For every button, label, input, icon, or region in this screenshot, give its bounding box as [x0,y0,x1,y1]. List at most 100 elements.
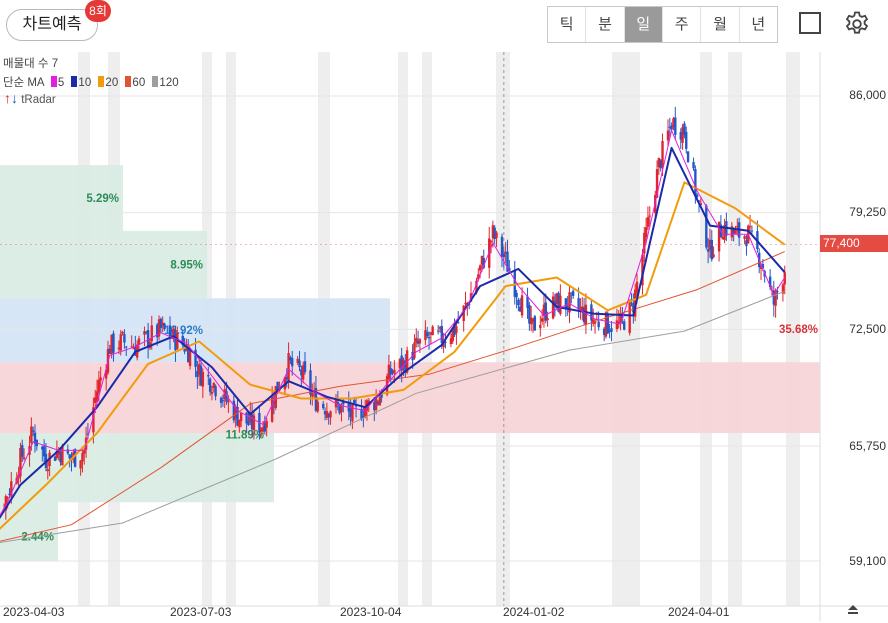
candle-body [502,253,506,258]
candle-body [125,346,128,348]
candle-body [46,469,49,472]
candle-body [349,408,352,418]
candle-body [495,232,498,239]
candle-body [657,157,661,168]
price-axis-label: 65,750 [849,439,886,453]
period-tab-year[interactable]: 년 [751,16,766,33]
candle-body [608,330,611,333]
candle-body [679,132,682,140]
candle-body [194,349,197,367]
volume-profile-percent: 35.68% [779,324,818,336]
candle-body [582,307,586,323]
candle-body [451,327,454,342]
candle-body [429,332,433,335]
volume-profile-bar [0,502,58,561]
candle-body [593,321,597,324]
ma10-line [0,146,786,519]
candle-body [710,239,713,260]
candle-body [197,364,201,375]
ma120-swatch [152,76,159,87]
ma10-swatch [71,76,78,87]
candle-body [30,426,33,443]
candle-body [227,400,230,403]
candle-body [322,403,325,409]
period-tab-week[interactable]: 주 [663,7,702,42]
candle-body [500,236,504,257]
ma5-line [0,130,786,517]
candle-body [239,412,243,422]
candle-body [489,240,493,243]
candle-body [546,318,549,321]
candle-body [643,232,646,254]
period-tab-tick[interactable]: 틱 [548,7,587,42]
candle-body [464,302,467,304]
candle-body [376,401,380,404]
candle-body [404,361,407,373]
candle-body [336,401,340,404]
candle-body [734,229,737,234]
candle-body [373,402,376,411]
candle-body [296,358,299,363]
volume-profile-bar [0,230,207,299]
candle-body [623,321,626,330]
candle-body [413,342,416,359]
fullscreen-toggle-icon[interactable] [799,12,821,34]
candle-body [635,281,639,293]
candle-body [478,265,482,271]
candle-body [150,325,153,342]
candlestick-chart[interactable]: 2.44%11.89%35.68%16.92%8.95%5.29% [0,52,888,621]
candle-body [156,324,159,338]
period-tab-minute[interactable]: 분 [586,7,625,42]
candle-body [219,397,223,403]
candle-body [285,376,288,380]
candle-body [717,221,721,252]
candle-body [159,318,163,328]
candle-body [289,357,292,361]
candle-body [557,292,560,312]
period-tab-day[interactable]: 일 [624,7,663,42]
candle-body [221,400,225,402]
candle-body [723,224,726,241]
candle-body [628,300,631,333]
candle-body [329,411,332,418]
chart-resize-handle-icon[interactable] [846,604,860,618]
candle-body [212,383,215,389]
date-axis-label: 2024-04-01 [668,605,730,619]
candle-body [112,333,115,353]
candle-body [199,365,203,386]
candle-body [748,226,752,228]
settings-gear-icon[interactable] [843,10,871,38]
candle-body [232,400,236,421]
price-axis-label: 86,000 [849,88,886,102]
volume-profile-percent: 2.44% [21,531,54,543]
period-tab-month[interactable]: 월 [701,7,740,42]
candle-body [666,130,670,141]
candle-body [732,228,735,234]
candle-body [772,290,776,305]
ma-legend-120: 120 [150,76,179,89]
candle-body [104,369,108,379]
chart-forecast-label: 차트예측 [22,16,82,33]
candle-body [291,357,294,367]
candle-body [110,334,113,354]
candle-body [493,227,496,239]
chart-forecast-button[interactable]: 차트예측 [6,9,98,41]
candle-body [480,255,484,265]
candle-body [517,299,520,306]
candle-body [568,292,571,313]
volume-profile-count: 매물대 수 7 [3,58,59,70]
candle-body [615,320,619,330]
candle-body [508,267,511,272]
top-toolbar: 차트예측 8회 틱 분 일 주 월 년 [0,0,888,52]
candle-body [83,449,86,454]
candle-body [260,428,263,432]
candle-body [387,364,391,380]
candle-body [564,298,568,309]
candle-body [53,456,57,461]
candle-body [674,117,677,135]
price-axis-label: 79,250 [849,205,886,219]
candle-body [424,330,427,341]
candle-body [453,323,456,335]
candle-body [298,360,301,368]
candle-body [540,318,544,322]
